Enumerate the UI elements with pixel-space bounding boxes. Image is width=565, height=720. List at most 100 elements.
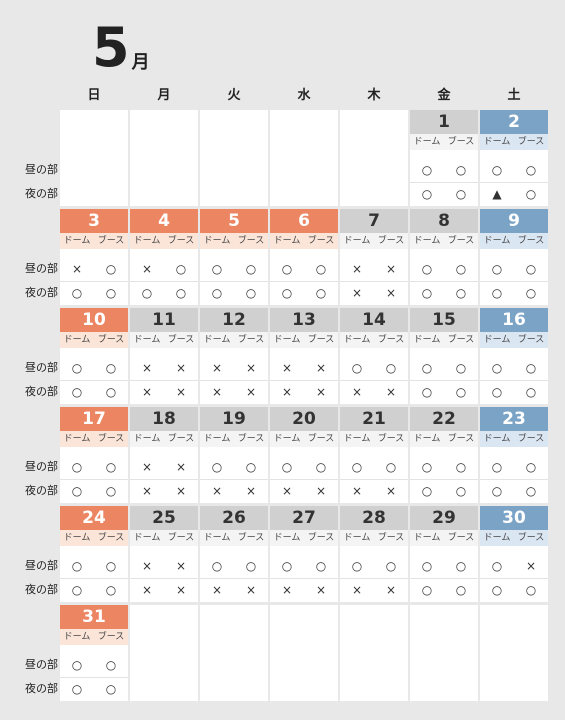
dome-label: ドーム [133, 236, 161, 246]
day-session-label: 昼の部 [25, 163, 58, 176]
day-dome-availability: ○ [421, 163, 433, 177]
day-dome-availability: ○ [71, 361, 83, 375]
row-divider [130, 281, 198, 282]
dome-label: ドーム [133, 434, 161, 444]
calendar-day-cell[interactable]: 14 ドーム ブース ○ ○ × × [340, 308, 408, 404]
day-booth-availability: ○ [315, 460, 327, 474]
calendar-day-cell[interactable]: 11 ドーム ブース × × × × [130, 308, 198, 404]
venue-header: ドーム ブース [200, 431, 268, 447]
calendar-day-cell[interactable]: 3 ドーム ブース × ○ ○ ○ [60, 209, 128, 305]
calendar-day-cell[interactable]: 31 ドーム ブース ○ ○ ○ ○ [60, 605, 128, 701]
booth-label: ブース [517, 335, 545, 345]
night-booth-availability: × [385, 484, 397, 498]
calendar-day-cell[interactable]: 17 ドーム ブース ○ ○ ○ ○ [60, 407, 128, 503]
booth-label: ブース [517, 137, 545, 147]
booth-label: ブース [447, 236, 475, 246]
row-divider [270, 578, 338, 579]
calendar-day-cell[interactable]: 16 ドーム ブース ○ ○ ○ ○ [480, 308, 548, 404]
calendar-day-cell[interactable]: 27 ドーム ブース ○ ○ × × [270, 506, 338, 602]
night-booth-availability: ○ [455, 484, 467, 498]
calendar-day-cell[interactable]: 2 ドーム ブース ○ ○ ▲ ○ [480, 110, 548, 206]
night-booth-availability: ○ [525, 385, 537, 399]
night-dome-availability: × [141, 583, 153, 597]
date-number: 25 [130, 506, 198, 530]
night-booth-availability: ○ [525, 187, 537, 201]
row-divider [200, 380, 268, 381]
calendar-day-cell[interactable]: 26 ドーム ブース ○ ○ × × [200, 506, 268, 602]
empty-day-cell [130, 110, 198, 206]
night-dome-availability: × [351, 583, 363, 597]
empty-day-cell [410, 605, 478, 701]
calendar-day-cell[interactable]: 7 ドーム ブース × × × × [340, 209, 408, 305]
venue-header: ドーム ブース [200, 332, 268, 348]
row-divider [340, 578, 408, 579]
dome-label: ドーム [63, 434, 91, 444]
calendar-day-cell[interactable]: 30 ドーム ブース ○ × ○ ○ [480, 506, 548, 602]
calendar-day-cell[interactable]: 18 ドーム ブース × × × × [130, 407, 198, 503]
calendar-day-cell[interactable]: 22 ドーム ブース ○ ○ ○ ○ [410, 407, 478, 503]
calendar-day-cell[interactable]: 12 ドーム ブース × × × × [200, 308, 268, 404]
calendar-day-cell[interactable]: 13 ドーム ブース × × × × [270, 308, 338, 404]
calendar-day-cell[interactable]: 9 ドーム ブース ○ ○ ○ ○ [480, 209, 548, 305]
day-session-label: 昼の部 [25, 262, 58, 275]
calendar-day-cell[interactable]: 23 ドーム ブース ○ ○ ○ ○ [480, 407, 548, 503]
calendar-day-cell[interactable]: 20 ドーム ブース ○ ○ × × [270, 407, 338, 503]
night-dome-availability: ○ [211, 286, 223, 300]
night-dome-availability: × [211, 385, 223, 399]
date-number: 18 [130, 407, 198, 431]
booth-label: ブース [377, 335, 405, 345]
row-divider [410, 380, 478, 381]
dome-label: ドーム [413, 434, 441, 444]
day-booth-availability: ○ [315, 262, 327, 276]
venue-header: ドーム ブース [60, 431, 128, 447]
date-number: 24 [60, 506, 128, 530]
night-dome-availability: ○ [421, 583, 433, 597]
dome-label: ドーム [343, 533, 371, 543]
calendar-day-cell[interactable]: 8 ドーム ブース ○ ○ ○ ○ [410, 209, 478, 305]
calendar-day-cell[interactable]: 29 ドーム ブース ○ ○ ○ ○ [410, 506, 478, 602]
night-booth-availability: ○ [105, 583, 117, 597]
day-booth-availability: ○ [105, 361, 117, 375]
row-divider [410, 578, 478, 579]
night-booth-availability: ○ [455, 385, 467, 399]
venue-header: ドーム ブース [270, 332, 338, 348]
date-number: 23 [480, 407, 548, 431]
row-divider [410, 182, 478, 183]
calendar-day-cell[interactable]: 1 ドーム ブース ○ ○ ○ ○ [410, 110, 478, 206]
calendar-day-cell[interactable]: 15 ドーム ブース ○ ○ ○ ○ [410, 308, 478, 404]
empty-day-cell [270, 110, 338, 206]
calendar-day-cell[interactable]: 10 ドーム ブース ○ ○ ○ ○ [60, 308, 128, 404]
night-booth-availability: × [245, 484, 257, 498]
venue-header: ドーム ブース [60, 233, 128, 249]
calendar-day-cell[interactable]: 6 ドーム ブース ○ ○ ○ ○ [270, 209, 338, 305]
calendar-day-cell[interactable]: 5 ドーム ブース ○ ○ ○ ○ [200, 209, 268, 305]
day-session-label: 昼の部 [25, 658, 58, 671]
calendar-day-cell[interactable]: 28 ドーム ブース ○ ○ × × [340, 506, 408, 602]
venue-header: ドーム ブース [60, 629, 128, 645]
calendar-day-cell[interactable]: 4 ドーム ブース × ○ ○ ○ [130, 209, 198, 305]
day-dome-availability: ○ [211, 559, 223, 573]
night-dome-availability: × [141, 385, 153, 399]
day-booth-availability: ○ [455, 460, 467, 474]
night-dome-availability: ○ [491, 286, 503, 300]
row-divider [130, 479, 198, 480]
calendar-day-cell[interactable]: 25 ドーム ブース × × × × [130, 506, 198, 602]
calendar-day-cell[interactable]: 24 ドーム ブース ○ ○ ○ ○ [60, 506, 128, 602]
day-booth-availability: ○ [105, 460, 117, 474]
dome-label: ドーム [203, 533, 231, 543]
venue-header: ドーム ブース [60, 332, 128, 348]
month-number: 5 [92, 16, 130, 79]
dome-label: ドーム [483, 236, 511, 246]
calendar-day-cell[interactable]: 19 ドーム ブース ○ ○ × × [200, 407, 268, 503]
day-session-label: 昼の部 [25, 361, 58, 374]
day-dome-availability: ○ [491, 262, 503, 276]
night-session-label: 夜の部 [25, 583, 58, 596]
row-divider [200, 578, 268, 579]
dome-label: ドーム [413, 236, 441, 246]
day-dome-availability: ○ [491, 460, 503, 474]
venue-header: ドーム ブース [130, 233, 198, 249]
row-divider [60, 578, 128, 579]
night-booth-availability: ○ [105, 682, 117, 696]
calendar-day-cell[interactable]: 21 ドーム ブース ○ ○ × × [340, 407, 408, 503]
booth-label: ブース [377, 533, 405, 543]
